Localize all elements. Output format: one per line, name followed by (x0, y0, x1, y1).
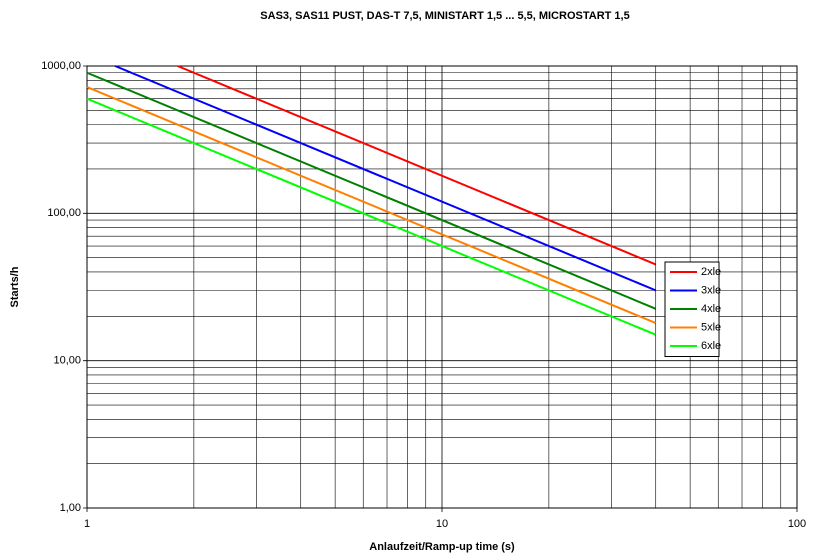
y-axis-label: Starts/h (9, 266, 21, 307)
legend-label: 3xle (701, 284, 721, 296)
y-tick-label: 1000,00 (41, 60, 81, 72)
chart-title: SAS3, SAS11 PUST, DAS-T 7,5, MINISTART 1… (260, 10, 629, 22)
x-tick-label: 100 (788, 518, 806, 530)
x-tick-label: 10 (436, 518, 448, 530)
x-axis-label: Anlaufzeit/Ramp-up time (s) (369, 541, 515, 553)
y-tick-label: 10,00 (53, 355, 81, 367)
line (86, 71, 657, 310)
line (86, 97, 657, 336)
legend-label: 2xle (701, 266, 721, 278)
line (177, 65, 657, 266)
y-tick-label: 1,00 (60, 502, 81, 514)
legend-label: 4xle (701, 303, 721, 315)
line (114, 65, 657, 292)
x-tick-label: 1 (84, 518, 90, 530)
legend-label: 6xle (701, 340, 721, 352)
plot-frame (86, 65, 798, 509)
y-tick-label: 100,00 (47, 207, 81, 219)
line (86, 86, 657, 324)
legend-label: 5xle (701, 321, 721, 333)
